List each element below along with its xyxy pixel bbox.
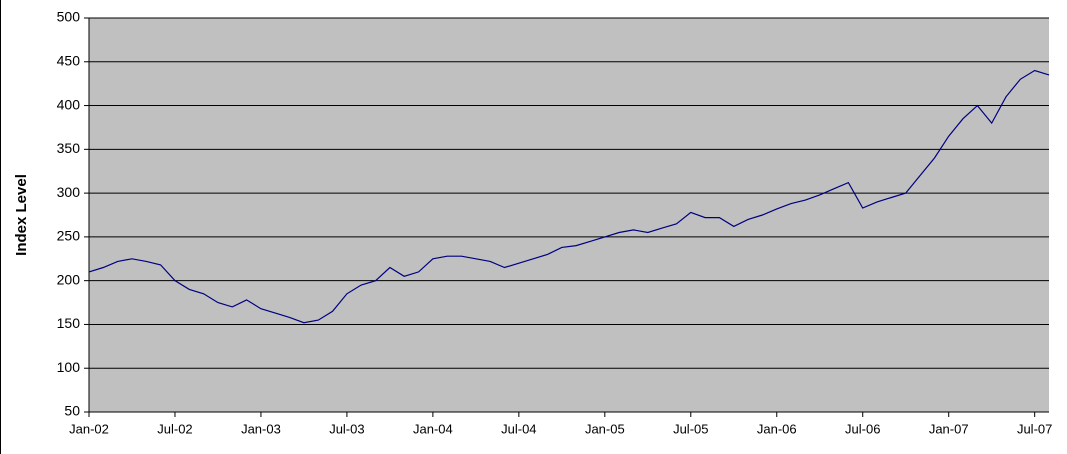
y-tick-label: 50 xyxy=(64,403,80,419)
x-tick-label: Jan-04 xyxy=(413,421,453,436)
y-tick-label: 300 xyxy=(57,184,81,200)
y-tick-label: 400 xyxy=(57,96,81,112)
data-line xyxy=(88,69,1050,324)
x-tick-label: Jul-06 xyxy=(845,421,880,436)
x-tick-label: Jul-03 xyxy=(329,421,364,436)
x-tick-label: Jan-05 xyxy=(585,421,625,436)
x-tick-label: Jul-07 xyxy=(1017,421,1052,436)
y-tick-label: 500 xyxy=(57,9,81,25)
y-tick-label: 250 xyxy=(57,228,81,244)
plot-area xyxy=(89,18,1049,412)
x-tick-label: Jul-04 xyxy=(501,421,536,436)
y-tick-label: 200 xyxy=(57,271,81,287)
x-tick-label: Jan-03 xyxy=(241,421,281,436)
y-tick-label: 350 xyxy=(57,140,81,156)
x-tick-label: Jan-06 xyxy=(757,421,797,436)
y-axis-label: Index Level xyxy=(13,174,30,256)
x-tick-label: Jul-05 xyxy=(673,421,708,436)
x-tick-label: Jan-02 xyxy=(69,421,109,436)
y-tick-label: 100 xyxy=(57,359,81,375)
y-tick-label: 150 xyxy=(57,315,81,331)
y-tick-label: 450 xyxy=(57,52,81,68)
x-tick-label: Jul-02 xyxy=(157,421,192,436)
x-tick-label: Jan-07 xyxy=(929,421,969,436)
